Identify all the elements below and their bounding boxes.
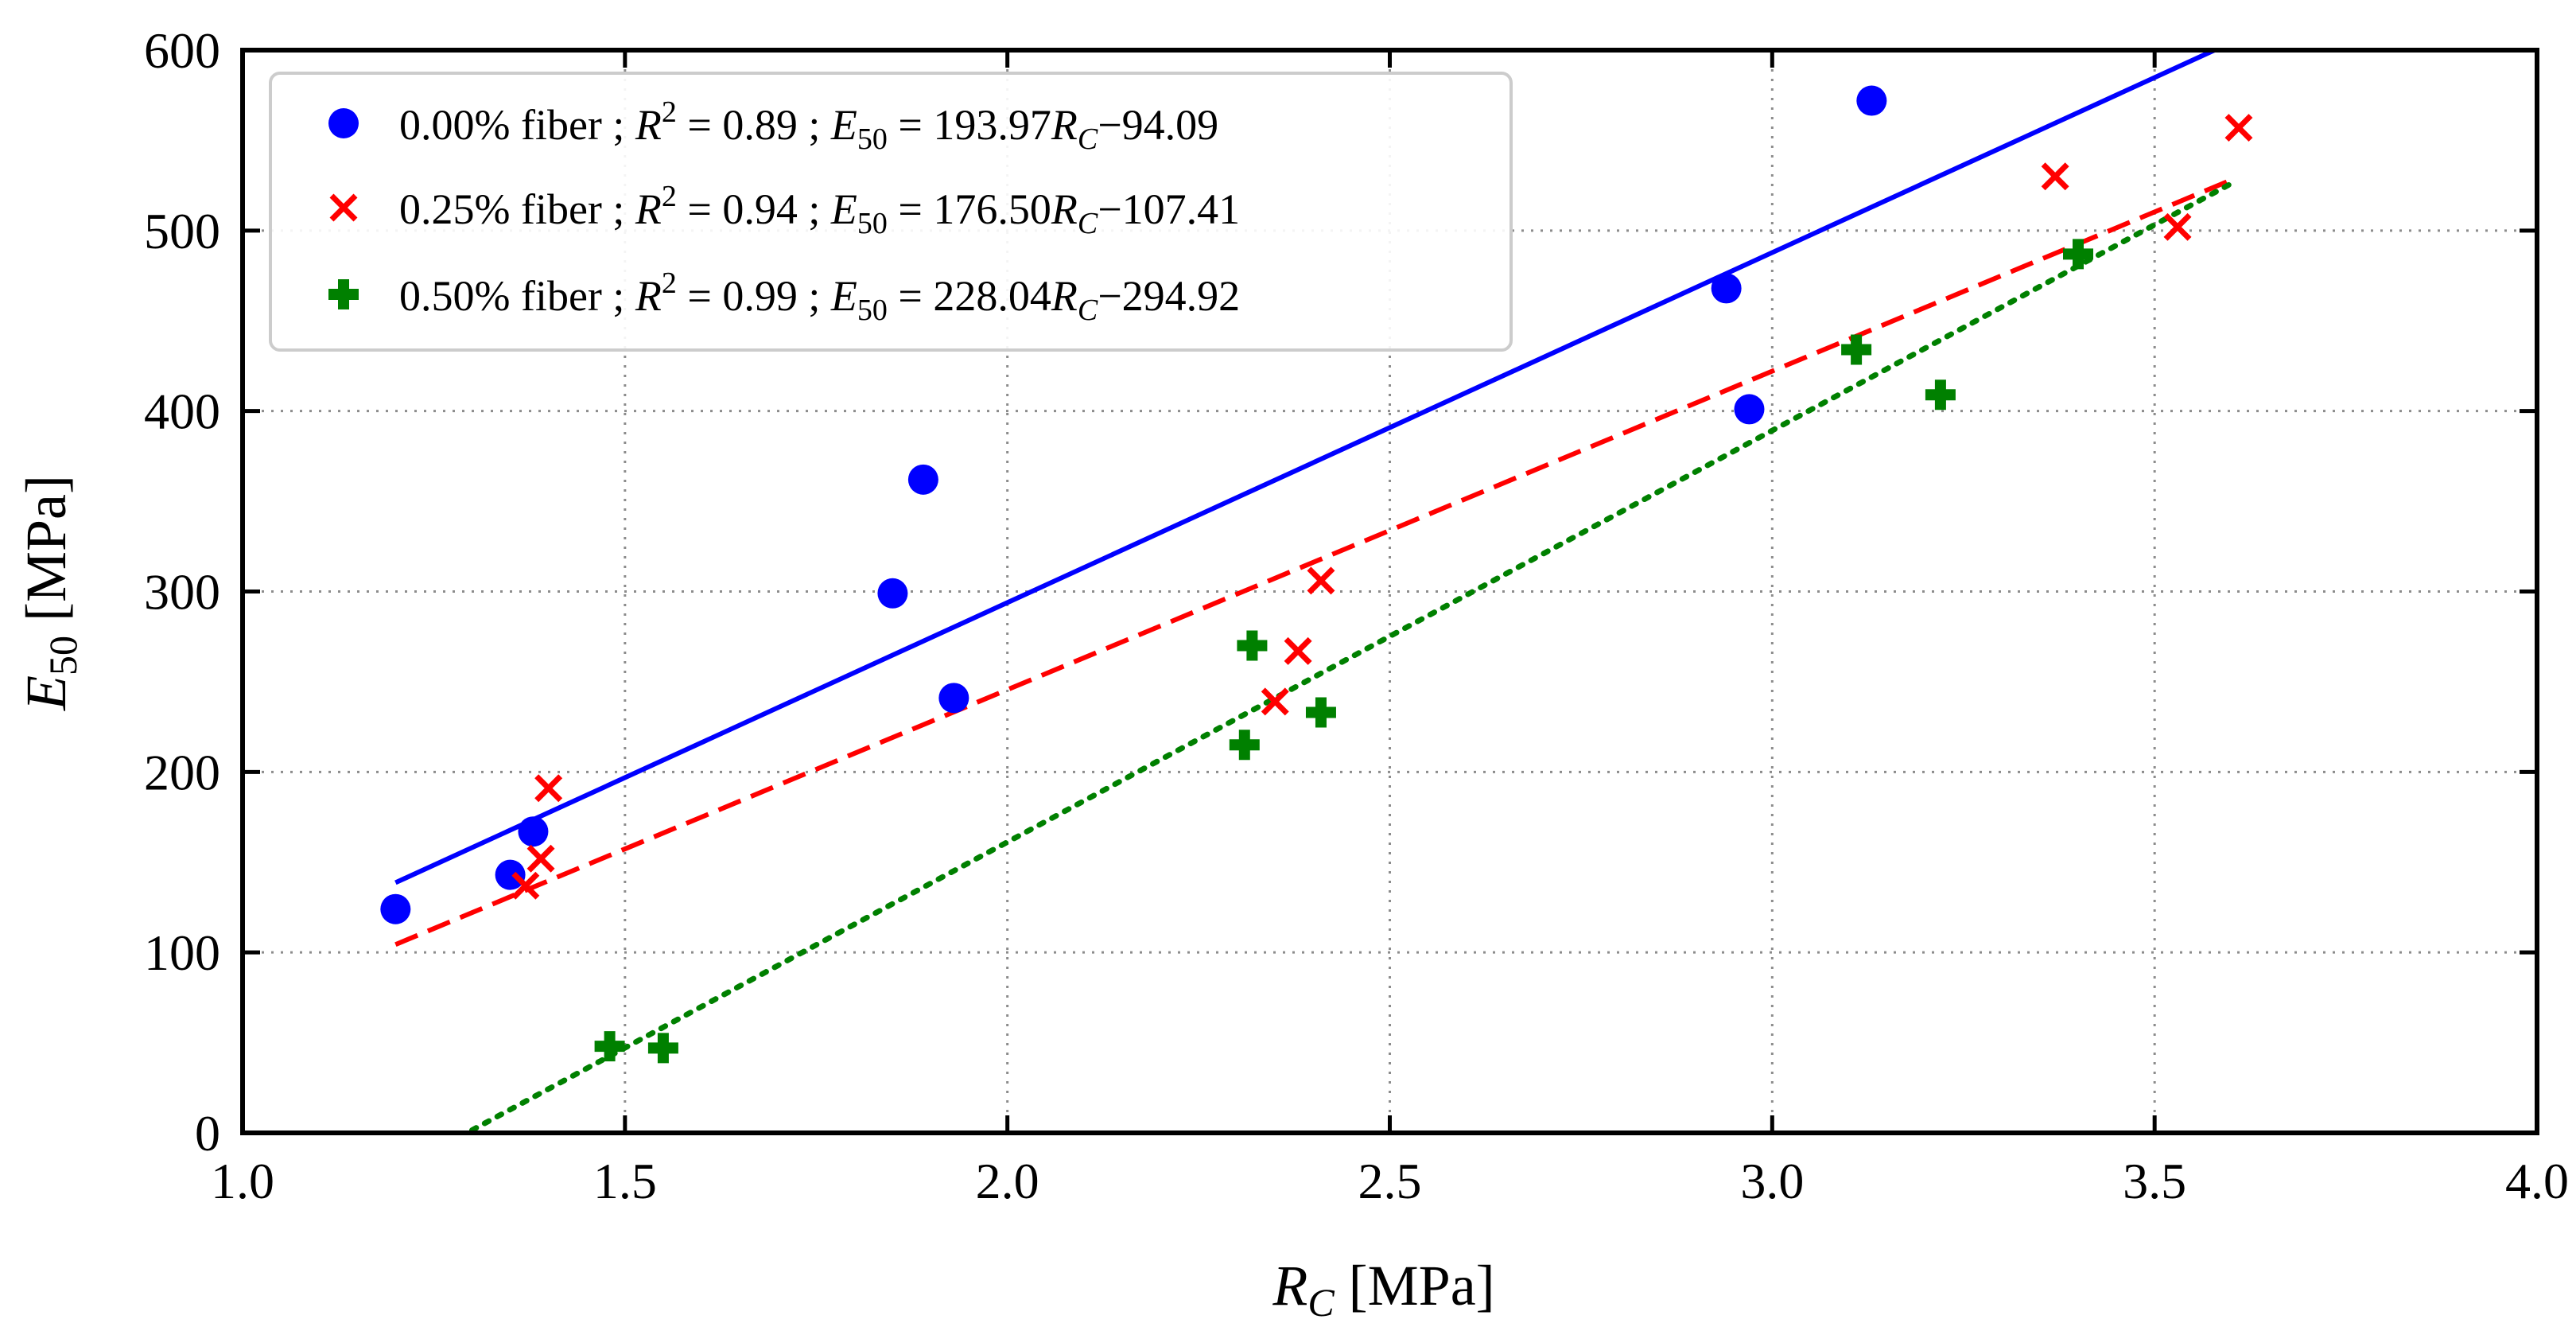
data-point xyxy=(877,578,908,609)
legend-marker xyxy=(328,108,359,138)
data-point xyxy=(2041,162,2069,191)
y-tick-label: 600 xyxy=(144,22,220,79)
legend-marker xyxy=(328,279,359,309)
y-tick-label: 200 xyxy=(144,744,220,800)
data-point xyxy=(1841,334,1872,365)
x-tick-label: 3.5 xyxy=(2123,1153,2186,1209)
x-axis-label: RC [MPa] xyxy=(1272,1254,1494,1325)
legend-entry: 0.50% fiber ; R2 = 0.99 ; E50 = 228.04RC… xyxy=(399,267,1240,327)
legend-entry: 0.00% fiber ; R2 = 0.89 ; E50 = 193.97RC… xyxy=(399,95,1218,156)
x-tick-label: 4.0 xyxy=(2505,1153,2569,1209)
fit-line-0-50-fiber xyxy=(469,181,2234,1134)
x-tick-label: 1.0 xyxy=(211,1153,274,1209)
y-tick-label: 100 xyxy=(144,924,220,981)
y-tick-label: 0 xyxy=(195,1105,220,1162)
fit-line-0-00-fiber xyxy=(394,48,2216,885)
x-tick-label: 2.0 xyxy=(976,1153,1039,1209)
data-point xyxy=(1261,687,1289,716)
x-tick-label: 3.0 xyxy=(1740,1153,1804,1209)
y-axis-label: E50 [MPa] xyxy=(14,475,85,711)
y-tick-label: 300 xyxy=(144,564,220,621)
data-point xyxy=(1856,85,1887,116)
tick-labels: 1.0 1.5 2.0 2.5 3.0 3.5 4.0 0 100 200 300 400 500 600 xyxy=(144,22,2569,1209)
data-point xyxy=(1229,730,1260,761)
data-point xyxy=(495,859,526,890)
data-point xyxy=(380,893,411,924)
data-point xyxy=(2063,239,2093,270)
data-point xyxy=(1734,394,1765,425)
data-point xyxy=(1237,630,1268,661)
legend-entry: 0.25% fiber ; R2 = 0.94 ; E50 = 176.50RC… xyxy=(399,180,1240,240)
legend: 0.00% fiber ; R2 = 0.89 ; E50 = 193.97RC… xyxy=(269,72,1513,352)
data-point xyxy=(1284,636,1312,665)
data-point xyxy=(938,683,969,714)
fit-line-0-25-fiber xyxy=(394,177,2232,947)
data-point xyxy=(526,844,555,873)
data-point xyxy=(2163,212,2192,241)
y-tick-label: 500 xyxy=(144,203,220,259)
data-point xyxy=(1711,273,1742,304)
legend-box xyxy=(269,72,1513,352)
data-points xyxy=(380,85,2253,1064)
x-tick-label: 1.5 xyxy=(593,1153,657,1209)
data-point xyxy=(1305,697,1336,728)
x-tick-label: 2.5 xyxy=(1358,1153,1422,1209)
data-point xyxy=(647,1033,678,1064)
data-point xyxy=(1307,566,1335,595)
data-point xyxy=(534,774,563,803)
data-point xyxy=(2224,114,2253,142)
ticks xyxy=(240,48,2539,1135)
data-point xyxy=(907,464,938,495)
data-point xyxy=(511,871,540,900)
legend-marker xyxy=(329,193,358,222)
y-tick-label: 400 xyxy=(144,383,220,440)
data-point xyxy=(1925,379,1956,411)
fit-lines xyxy=(394,48,2234,1134)
data-point xyxy=(518,816,549,847)
data-point xyxy=(594,1031,625,1062)
